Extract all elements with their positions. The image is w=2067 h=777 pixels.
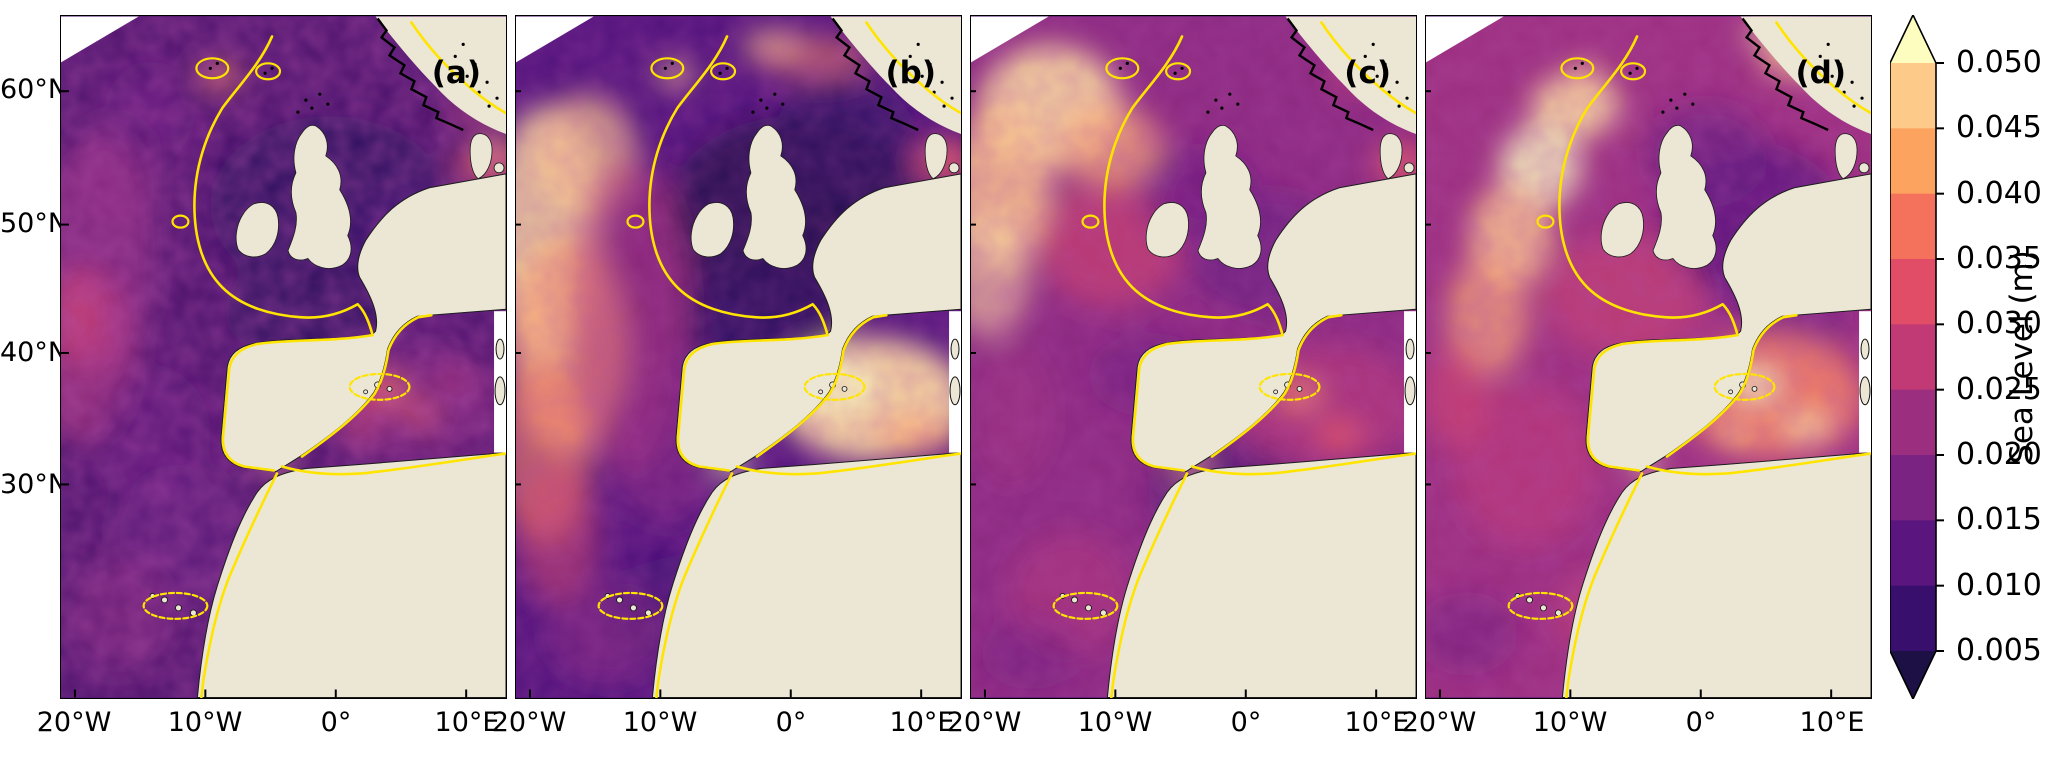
colorbar-tick-label: 0.025	[1956, 371, 2042, 407]
lon-tick-label: 0°	[1685, 707, 1717, 738]
lon-tick-label: 10°E	[1799, 707, 1865, 738]
lon-tick-label: 10°W	[1077, 707, 1153, 738]
map-panel-a: (a) 20°W 10°W 0° 10°E	[37, 15, 507, 738]
longitude-axis-d: 20°W 10°W 0° 10°E	[1402, 705, 1872, 741]
lon-tick-label: 10°W	[167, 707, 243, 738]
colorbar-tick-label: 0.010	[1956, 567, 2042, 603]
map-canvas-a	[60, 15, 507, 699]
lat-tick-label: 40°N	[0, 337, 69, 368]
panel-label-a: (a)	[431, 55, 481, 91]
colorbar: 0.050 0.045 0.040 0.035 0.030 0.025 0.020 0.015…	[1890, 15, 2067, 715]
lon-tick-label: 10°E	[1344, 707, 1410, 738]
colorbar-scale	[1890, 15, 1944, 699]
lon-tick-label: 10°W	[622, 707, 698, 738]
map-canvas-c	[970, 15, 1417, 699]
lat-tick-label: 60°N	[0, 74, 69, 105]
lon-tick-label: 10°E	[889, 707, 955, 738]
map-panel-b: (b) 20°W 10°W 0° 10°E	[492, 15, 962, 738]
colorbar-label: Sea Level (m)	[2004, 250, 2040, 464]
colorbar-tick-label: 0.005	[1956, 633, 2042, 668]
map-panel-c: (c) 20°W 10°W 0° 10°E	[947, 15, 1417, 738]
lon-tick-label: 0°	[1230, 707, 1262, 738]
longitude-axis-a: 20°W 10°W 0° 10°E	[37, 705, 507, 741]
lon-tick-label: 10°E	[434, 707, 500, 738]
lon-tick-label: 20°W	[36, 707, 112, 738]
map-panel-d: (d) 20°W 10°W 0° 10°E	[1402, 15, 1872, 738]
panel-label-c: (c)	[1344, 55, 1391, 91]
panel-label-b: (b)	[885, 55, 936, 91]
panel-label-d: (d)	[1795, 55, 1846, 91]
colorbar-tick-label: 0.035	[1956, 241, 2042, 276]
longitude-axis-c: 20°W 10°W 0° 10°E	[947, 705, 1417, 741]
map-canvas-b	[515, 15, 962, 699]
lat-tick-label: 50°N	[0, 208, 69, 239]
longitude-axis-b: 20°W 10°W 0° 10°E	[492, 705, 962, 741]
lon-tick-label: 0°	[320, 707, 352, 738]
lon-tick-label: 10°W	[1532, 707, 1608, 738]
colorbar-tick-label: 0.050	[1956, 45, 2042, 80]
map-canvas-d	[1425, 15, 1872, 699]
lon-tick-label: 20°W	[491, 707, 567, 738]
lon-tick-label: 20°W	[946, 707, 1022, 738]
colorbar-tick-label: 0.045	[1956, 110, 2042, 146]
lat-tick-label: 30°N	[0, 469, 69, 500]
latitude-axis: 60°N 50°N 40°N 30°N	[0, 0, 69, 777]
colorbar-tick-label: 0.015	[1956, 502, 2042, 538]
lon-tick-label: 20°W	[1401, 707, 1477, 738]
colorbar-tick-label: 0.030	[1956, 306, 2042, 342]
colorbar-tick-label: 0.020	[1956, 437, 2042, 472]
lon-tick-label: 0°	[775, 707, 807, 738]
colorbar-tick-label: 0.040	[1956, 175, 2042, 211]
map-panels-row: (a) 20°W 10°W 0° 10°E (b) 20°W 10°W 0° 1…	[37, 15, 1872, 738]
